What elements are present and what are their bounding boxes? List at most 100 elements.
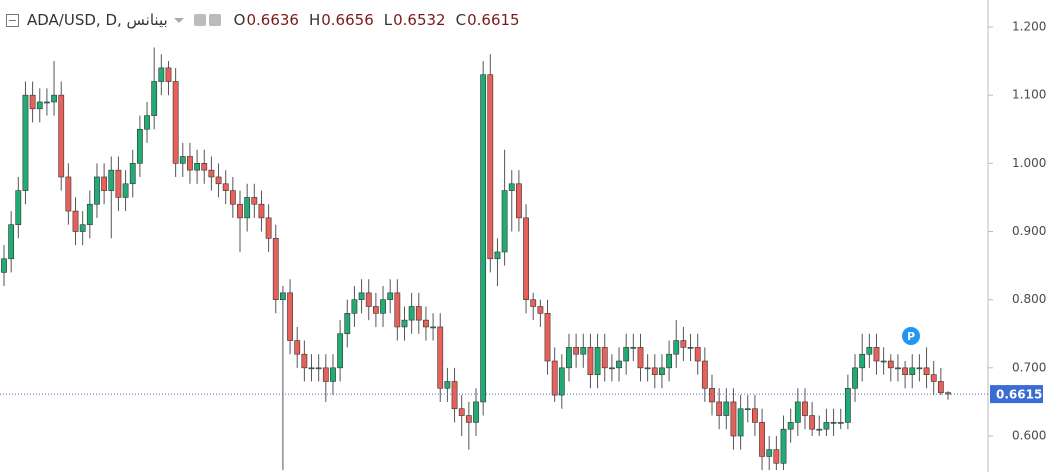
candle-body — [287, 292, 293, 341]
candle-body — [587, 347, 594, 375]
candle-body — [372, 306, 379, 314]
candle-body — [766, 449, 773, 457]
candle-body — [394, 292, 401, 328]
candle-body — [752, 408, 758, 423]
candle-body — [616, 360, 622, 369]
candle-body — [144, 115, 150, 130]
candle-body — [280, 292, 286, 300]
candle-body — [65, 176, 72, 212]
candle-body — [659, 367, 665, 375]
candle-body — [709, 387, 715, 403]
candle-body — [530, 299, 537, 307]
candle-body — [809, 415, 816, 430]
candle-body — [22, 94, 29, 191]
candle-body — [301, 353, 308, 369]
visibility-icon[interactable] — [193, 14, 206, 26]
candle-body — [179, 156, 186, 164]
candle-body — [29, 94, 36, 110]
candle-body — [94, 176, 100, 205]
marker-badge[interactable] — [902, 327, 920, 345]
candle-body — [523, 217, 529, 300]
candle-body — [423, 319, 429, 328]
candle-body — [158, 67, 165, 82]
dropdown-icon[interactable] — [173, 17, 184, 23]
candle-body — [108, 169, 115, 191]
candle-body — [58, 94, 65, 178]
y-tick-label: 1.0000 — [1012, 156, 1046, 170]
ohlc-label: H — [308, 11, 321, 29]
candle-body — [887, 360, 894, 369]
candle-body — [380, 299, 386, 314]
candle-body — [172, 81, 179, 164]
candle-body — [115, 169, 122, 198]
ohlc-value: 0.6656 — [321, 11, 374, 29]
candle-body — [473, 401, 479, 423]
marker-label[interactable]: P — [907, 330, 915, 343]
candle-body — [859, 353, 866, 369]
candle-body — [51, 94, 57, 103]
collapse-icon[interactable] — [6, 13, 19, 27]
candle-body — [644, 367, 651, 370]
candle-body — [694, 347, 701, 362]
candle-body — [544, 313, 551, 362]
candle-body — [430, 326, 436, 329]
candle-body — [86, 203, 93, 225]
candle-body — [866, 347, 873, 355]
candle-body — [401, 319, 408, 328]
candle-body — [780, 428, 787, 464]
candle-body — [344, 313, 351, 335]
candle-body — [630, 347, 637, 349]
candle-body — [637, 347, 644, 369]
y-tick-label: 1.1000 — [1012, 88, 1046, 102]
candle-body — [458, 408, 465, 416]
candle-body — [151, 81, 158, 116]
candle-body — [730, 401, 737, 437]
candle-body — [480, 74, 487, 403]
last-price-tag — [990, 385, 1043, 404]
candle-body — [322, 367, 329, 382]
candle-body — [36, 101, 43, 110]
candle-body — [272, 238, 279, 300]
candle-body — [501, 190, 508, 253]
candle-body — [408, 306, 415, 321]
candle-body — [122, 183, 129, 198]
candle-body — [229, 190, 236, 205]
candle-body — [508, 183, 515, 191]
chart-title: ADA/USD, D, بينانس — [27, 11, 168, 29]
candle-body — [666, 353, 672, 369]
candle-body — [251, 197, 258, 205]
candle-body — [201, 163, 208, 171]
candle-body — [852, 367, 858, 389]
candle-body — [873, 347, 880, 362]
candle-body — [351, 299, 358, 314]
candle-body — [194, 163, 200, 171]
candle-body — [673, 340, 680, 355]
candle-body — [244, 197, 251, 219]
candle-body — [895, 367, 901, 370]
ohlc-value: 0.6532 — [393, 11, 446, 29]
candle-body — [330, 367, 336, 382]
candle-body — [680, 340, 687, 348]
candle-body — [165, 67, 172, 82]
candle-body — [830, 422, 837, 424]
candle-body — [923, 367, 930, 375]
candle-body — [537, 306, 544, 314]
candle-body — [759, 422, 765, 457]
settings-icon[interactable] — [208, 14, 221, 26]
candle-body — [594, 347, 601, 375]
candle-body — [8, 224, 15, 260]
candle-body — [566, 347, 572, 369]
candle-body — [136, 128, 143, 164]
candle-body — [837, 422, 844, 424]
last-price-label: 0.6615 — [996, 388, 1042, 402]
candle-body — [315, 367, 322, 370]
candle-body — [744, 408, 751, 411]
ohlc-label: C — [455, 11, 467, 29]
candle-body — [816, 428, 823, 431]
candle-body — [902, 367, 908, 375]
candle-body — [79, 224, 86, 232]
candle-body — [387, 292, 394, 300]
